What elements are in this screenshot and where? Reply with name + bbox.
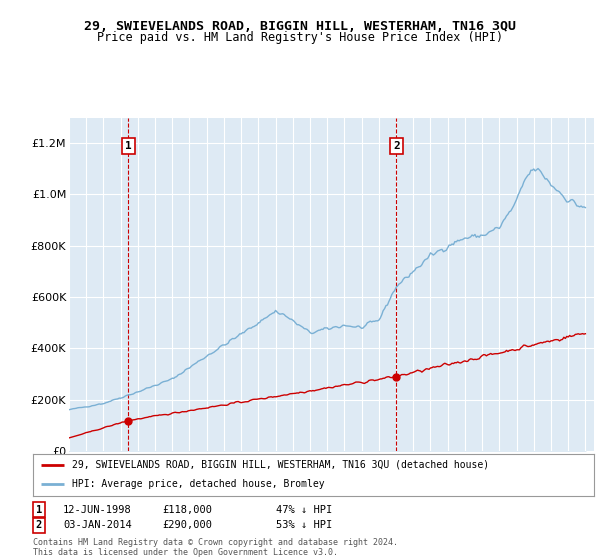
Text: 53% ↓ HPI: 53% ↓ HPI bbox=[276, 520, 332, 530]
Text: 2: 2 bbox=[36, 520, 42, 530]
Text: 47% ↓ HPI: 47% ↓ HPI bbox=[276, 505, 332, 515]
Text: Contains HM Land Registry data © Crown copyright and database right 2024.
This d: Contains HM Land Registry data © Crown c… bbox=[33, 538, 398, 557]
Text: £118,000: £118,000 bbox=[162, 505, 212, 515]
Text: £290,000: £290,000 bbox=[162, 520, 212, 530]
Text: 1: 1 bbox=[36, 505, 42, 515]
Text: HPI: Average price, detached house, Bromley: HPI: Average price, detached house, Brom… bbox=[72, 479, 325, 489]
Text: 29, SWIEVELANDS ROAD, BIGGIN HILL, WESTERHAM, TN16 3QU: 29, SWIEVELANDS ROAD, BIGGIN HILL, WESTE… bbox=[84, 20, 516, 32]
Text: 29, SWIEVELANDS ROAD, BIGGIN HILL, WESTERHAM, TN16 3QU (detached house): 29, SWIEVELANDS ROAD, BIGGIN HILL, WESTE… bbox=[72, 460, 490, 470]
Text: 12-JUN-1998: 12-JUN-1998 bbox=[63, 505, 132, 515]
Text: 1: 1 bbox=[125, 141, 132, 151]
Text: 03-JAN-2014: 03-JAN-2014 bbox=[63, 520, 132, 530]
Text: Price paid vs. HM Land Registry's House Price Index (HPI): Price paid vs. HM Land Registry's House … bbox=[97, 31, 503, 44]
Text: 2: 2 bbox=[393, 141, 400, 151]
